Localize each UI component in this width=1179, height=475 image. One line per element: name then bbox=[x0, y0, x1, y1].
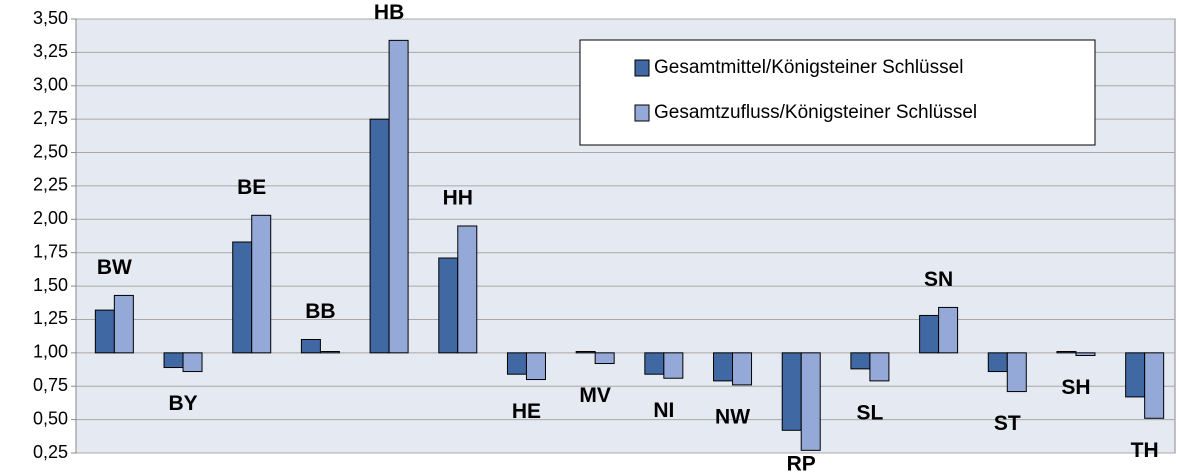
y-tick-label: 2,50 bbox=[33, 141, 68, 161]
y-tick-label: 1,50 bbox=[33, 275, 68, 295]
category-label: SN bbox=[924, 268, 953, 291]
y-tick-label: 0,25 bbox=[33, 442, 68, 462]
bar bbox=[850, 352, 871, 370]
bar bbox=[369, 118, 390, 354]
bar bbox=[713, 352, 734, 382]
legend-swatch bbox=[634, 59, 650, 77]
bar bbox=[919, 314, 940, 354]
bar bbox=[644, 352, 665, 375]
bar bbox=[1125, 352, 1146, 398]
bar bbox=[94, 309, 115, 354]
y-tick-label: 2,75 bbox=[33, 108, 68, 128]
bar bbox=[575, 351, 596, 354]
bar bbox=[1006, 352, 1027, 393]
bar bbox=[457, 225, 478, 354]
category-label: SH bbox=[1061, 376, 1090, 399]
bar bbox=[525, 352, 546, 381]
category-label: NI bbox=[653, 399, 674, 422]
bar bbox=[663, 352, 684, 379]
bar bbox=[1075, 352, 1096, 357]
bar bbox=[388, 39, 409, 354]
bar bbox=[869, 352, 890, 382]
category-label: TH bbox=[1131, 439, 1159, 462]
y-tick-label: 3,50 bbox=[33, 8, 68, 28]
bar bbox=[113, 294, 134, 354]
bar bbox=[163, 352, 184, 369]
legend-swatch bbox=[634, 104, 650, 122]
bar bbox=[438, 257, 459, 354]
bar bbox=[182, 352, 203, 373]
bar bbox=[781, 352, 802, 431]
bar bbox=[800, 352, 821, 451]
y-tick-label: 2,25 bbox=[33, 175, 68, 195]
legend-box bbox=[579, 39, 1096, 146]
y-tick-label: 0,75 bbox=[33, 375, 68, 395]
category-label: MV bbox=[579, 384, 611, 407]
y-tick-label: 1,75 bbox=[33, 241, 68, 261]
y-tick-label: 2,00 bbox=[33, 208, 68, 228]
bar bbox=[251, 214, 272, 354]
bar bbox=[1056, 351, 1077, 354]
legend-label: Gesamtmittel/Königsteiner Schlüssel bbox=[654, 57, 963, 78]
y-tick-label: 1,00 bbox=[33, 342, 68, 362]
category-label: HE bbox=[512, 400, 541, 423]
bar bbox=[300, 338, 321, 354]
bar bbox=[732, 352, 753, 386]
legend-label: Gesamtzufluss/Königsteiner Schlüssel bbox=[654, 102, 977, 123]
category-label: HB bbox=[374, 1, 404, 24]
bar bbox=[1144, 352, 1165, 419]
y-tick-label: 3,00 bbox=[33, 75, 68, 95]
bar bbox=[232, 241, 253, 354]
category-label: NW bbox=[715, 405, 750, 428]
category-label: ST bbox=[994, 412, 1021, 435]
category-label: BB bbox=[305, 300, 335, 323]
y-tick-label: 1,25 bbox=[33, 308, 68, 328]
bar bbox=[319, 351, 340, 354]
y-tick-label: 0,50 bbox=[33, 408, 68, 428]
category-label: BE bbox=[237, 176, 266, 199]
category-label: BY bbox=[168, 392, 197, 415]
bar bbox=[594, 352, 615, 365]
bar bbox=[506, 352, 527, 375]
category-label: SL bbox=[856, 401, 883, 424]
y-tick-label: 3,25 bbox=[33, 41, 68, 61]
bar bbox=[987, 352, 1008, 373]
category-label: HH bbox=[443, 187, 473, 210]
category-label: BW bbox=[97, 256, 132, 279]
bar bbox=[938, 306, 959, 354]
category-label: RP bbox=[787, 453, 816, 475]
